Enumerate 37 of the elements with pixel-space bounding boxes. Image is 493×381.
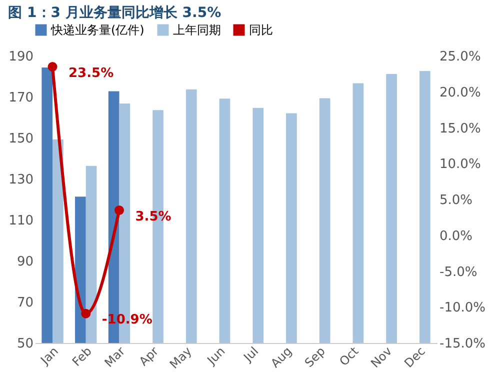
y-tick-label: 190 xyxy=(8,50,34,64)
y-tick-label: 170 xyxy=(8,90,34,106)
y-tick-label: 130 xyxy=(8,172,34,188)
y-tick-label: 50 xyxy=(16,336,34,352)
legend-label: 同比 xyxy=(249,23,273,37)
point xyxy=(48,62,58,72)
y2-tick-label: 0.0% xyxy=(440,228,473,244)
y-tick-label: 70 xyxy=(16,296,34,310)
point xyxy=(114,206,124,215)
legend-label: 上年同期 xyxy=(173,23,221,37)
y2-tick-label: -10.0% xyxy=(440,300,486,316)
y2-tick-label: 25.0% xyxy=(440,50,481,64)
y-tick-label: 110 xyxy=(8,214,34,228)
y-tick-label: 150 xyxy=(8,132,34,146)
x-tick-label: Feb xyxy=(69,344,94,370)
y2-tick-label: 10.0% xyxy=(440,157,481,172)
x-tick-label: Mar xyxy=(102,344,128,370)
x-tick-label: Jan xyxy=(37,344,61,368)
point xyxy=(81,308,91,318)
x-tick-label: Sep xyxy=(302,344,328,370)
legend-label: 快递业务量(亿件) xyxy=(50,23,144,37)
y2-tick-label: 15.0% xyxy=(440,121,481,136)
data-label: 23.5% xyxy=(68,66,114,81)
chart-title: 图 1：3 月业务量同比增长 3.5% xyxy=(8,5,222,21)
x-tick-label: Dec xyxy=(402,344,428,370)
y2-tick-label: -15.0% xyxy=(440,336,486,352)
x-tick-label: Jul xyxy=(240,344,262,365)
x-tick-label: Jun xyxy=(204,344,228,368)
y2-tick-label: -5.0% xyxy=(440,264,478,280)
y2-tick-label: 5.0% xyxy=(440,193,473,208)
x-tick-label: Oct xyxy=(336,344,362,369)
y-tick-label: 90 xyxy=(16,254,34,270)
x-tick-label: Nov xyxy=(368,344,395,371)
y2-tick-label: 20.0% xyxy=(440,85,481,100)
x-tick-label: Apr xyxy=(136,344,162,369)
x-tick-label: Aug xyxy=(268,344,295,371)
data-label: 3.5% xyxy=(135,209,172,224)
